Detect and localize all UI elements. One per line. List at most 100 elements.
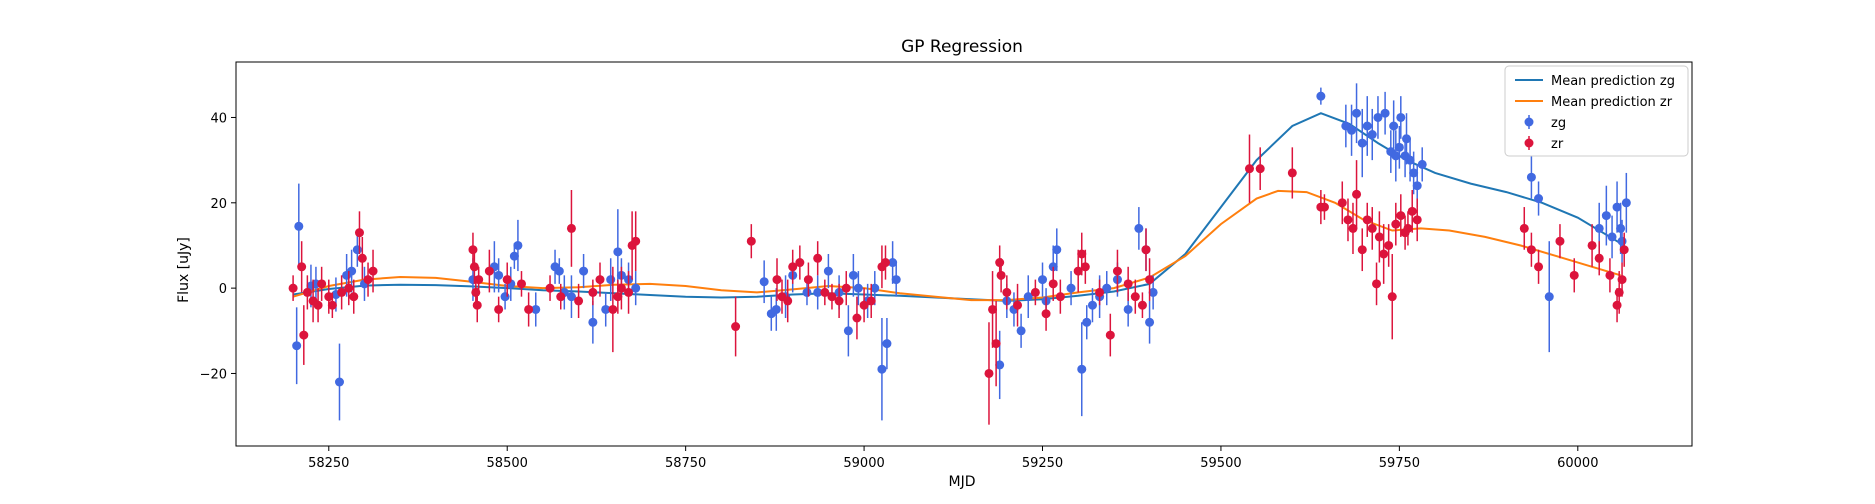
data-point-zg	[613, 247, 623, 257]
data-point-zg	[494, 270, 504, 280]
data-point-zg	[1396, 112, 1406, 122]
data-point-zr	[288, 283, 298, 293]
data-point-zr	[1055, 292, 1065, 302]
data-point-zr	[1391, 219, 1401, 229]
axes-frame	[235, 61, 1693, 447]
data-point-zr	[613, 292, 623, 302]
data-point-zg	[601, 304, 611, 314]
data-point-zg	[1373, 112, 1383, 122]
data-point-zr	[783, 296, 793, 306]
data-point-zg	[1016, 326, 1026, 336]
data-point-zg	[1391, 151, 1401, 161]
data-point-zr	[588, 287, 598, 297]
data-point-zg	[531, 304, 541, 314]
data-point-zr	[545, 283, 555, 293]
data-point-zr	[866, 296, 876, 306]
x-tick-label: 59750	[1379, 456, 1420, 471]
axes: 58250 58500 58750 59000 59250 59500 59750 60000…	[200, 61, 1693, 471]
data-point-zr	[996, 270, 1006, 280]
y-axis-label: Flux [uJy]	[176, 237, 192, 303]
data-point-zg	[877, 364, 887, 374]
data-point-zr	[772, 275, 782, 285]
x-tick-label: 60000	[1557, 456, 1598, 471]
data-point-zg	[334, 377, 344, 387]
data-point-zr	[327, 300, 337, 310]
data-point-zr	[313, 300, 323, 310]
data-point-zg	[848, 270, 858, 280]
data-point-zr	[795, 258, 805, 268]
data-point-zr	[1379, 249, 1389, 259]
data-point-zg	[1123, 304, 1133, 314]
data-point-zr	[1387, 292, 1397, 302]
data-point-zg	[1347, 125, 1357, 135]
data-point-zr	[1141, 245, 1151, 255]
legend-label-zg: zg	[1551, 116, 1566, 131]
data-point-zg	[1066, 283, 1076, 293]
plot-marks	[288, 83, 1631, 425]
data-point-zg	[843, 326, 853, 336]
x-tick-label: 59000	[843, 456, 884, 471]
data-point-zr	[995, 258, 1005, 268]
data-point-zr	[1077, 249, 1087, 259]
data-point-zr	[1372, 279, 1382, 289]
data-point-zr	[1048, 279, 1058, 289]
data-point-zr	[1407, 206, 1417, 216]
data-point-zr	[1362, 215, 1372, 225]
data-point-zg	[1417, 159, 1427, 169]
data-point-zg	[1380, 108, 1390, 118]
data-point-zr	[1555, 236, 1565, 246]
data-point-zr	[813, 253, 823, 263]
data-point-zr	[1030, 287, 1040, 297]
chart-title: GP Regression	[901, 37, 1023, 57]
data-point-zr	[344, 283, 354, 293]
data-point-zr	[556, 292, 566, 302]
data-point-zg	[1544, 292, 1554, 302]
data-point-zr	[474, 275, 484, 285]
data-point-zr	[516, 279, 526, 289]
data-point-zg	[1352, 108, 1362, 118]
data-point-zr	[859, 300, 869, 310]
y-tick-label: 40	[210, 111, 227, 126]
y-tick-label: 20	[210, 197, 227, 212]
data-point-zg	[1077, 364, 1087, 374]
data-point-zr	[1617, 275, 1627, 285]
data-point-zr	[1519, 223, 1529, 233]
data-point-zr	[297, 262, 307, 272]
data-point-zr	[1137, 300, 1147, 310]
data-point-zr	[803, 275, 813, 285]
data-point-zr	[1123, 279, 1133, 289]
data-point-zr	[1374, 232, 1384, 242]
data-point-zg	[1394, 142, 1404, 152]
data-point-zr	[1073, 266, 1083, 276]
data-point-zr	[1013, 300, 1023, 310]
data-point-zg	[853, 283, 863, 293]
data-point-zr	[1105, 330, 1115, 340]
data-point-zg	[802, 287, 812, 297]
data-point-zg	[1367, 130, 1377, 140]
data-point-zr	[469, 262, 479, 272]
data-point-zg	[588, 317, 598, 327]
legend-label-zr: zr	[1551, 137, 1564, 152]
data-point-zr	[991, 339, 1001, 349]
data-point-zr	[1002, 287, 1012, 297]
data-point-zg	[1362, 121, 1372, 131]
data-point-zg	[1102, 283, 1112, 293]
data-point-zg	[1402, 134, 1412, 144]
data-point-zg	[995, 360, 1005, 370]
data-point-zg	[1534, 194, 1544, 204]
y-tick-label: −20	[200, 367, 227, 382]
data-point-zr	[984, 368, 994, 378]
data-point-zr	[746, 236, 756, 246]
data-point-zg	[870, 283, 880, 293]
data-point-zg	[566, 292, 576, 302]
data-point-zr	[468, 245, 478, 255]
data-point-zr	[1041, 309, 1051, 319]
x-tick-label: 58250	[308, 456, 349, 471]
plot-area	[288, 83, 1631, 425]
data-point-zg	[1357, 138, 1367, 148]
data-point-zg	[1087, 300, 1097, 310]
data-point-zr	[502, 275, 512, 285]
data-point-zg	[1612, 202, 1622, 212]
x-tick-label: 58500	[487, 456, 528, 471]
